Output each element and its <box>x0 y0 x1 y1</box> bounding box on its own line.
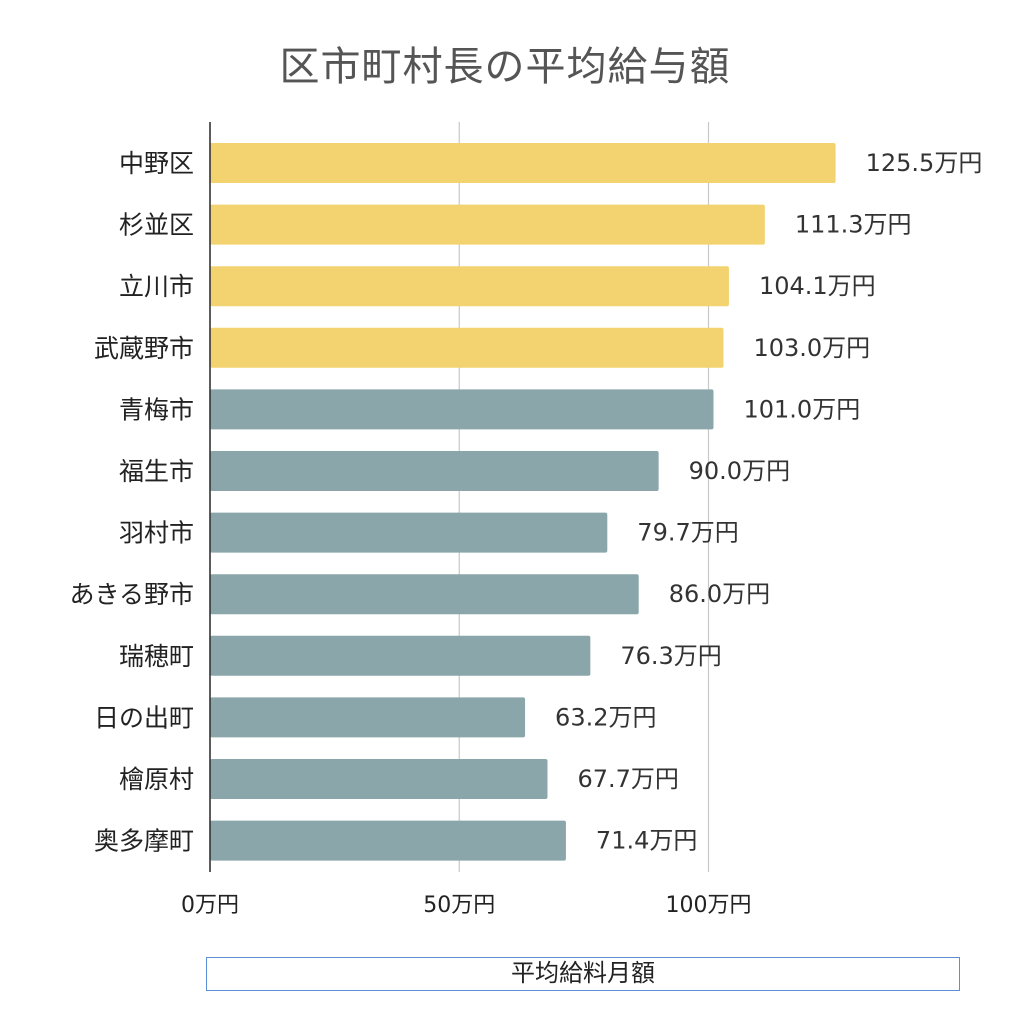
bar <box>210 143 836 183</box>
data-label: 101.0万円 <box>743 395 860 423</box>
data-label: 79.7万円 <box>637 519 738 547</box>
data-label: 63.2万円 <box>555 703 656 731</box>
x-tick-label: 0万円 <box>181 893 239 918</box>
category-label: 福生市 <box>119 457 194 486</box>
category-label: 中野区 <box>119 149 194 178</box>
bar <box>210 327 724 368</box>
x-tick-label: 100万円 <box>666 893 752 918</box>
category-label: 羽村市 <box>119 519 194 548</box>
category-label: 瑞穂町 <box>119 642 194 671</box>
x-axis-label: 平均給料月額 <box>206 957 960 991</box>
data-label: 71.4万円 <box>596 827 697 855</box>
bar <box>210 820 566 861</box>
bar <box>210 759 548 799</box>
grid-layer <box>458 122 710 872</box>
category-label: 武蔵野市 <box>94 334 194 363</box>
category-label: 杉並区 <box>119 211 194 240</box>
bar <box>210 512 608 553</box>
axis-layer: 0万円 50万円 100万円 <box>181 122 752 918</box>
category-label: 青梅市 <box>119 395 194 424</box>
category-label: 日の出町 <box>94 703 194 732</box>
data-label: 111.3万円 <box>795 211 912 239</box>
chart-title: 区市町村長の平均給与額 <box>279 44 731 90</box>
x-tick-label: 50万円 <box>423 893 495 918</box>
data-label: 103.0万円 <box>753 334 870 362</box>
data-label: 76.3万円 <box>620 642 721 670</box>
bar <box>210 451 659 491</box>
bar <box>210 574 639 615</box>
bar <box>210 266 729 307</box>
bar <box>210 389 714 430</box>
data-label: 86.0万円 <box>669 580 770 608</box>
data-label: 104.1万円 <box>759 272 876 300</box>
data-label: 67.7万円 <box>577 765 678 793</box>
bar <box>210 635 591 676</box>
bar <box>210 697 526 738</box>
bar-layer <box>210 143 836 861</box>
category-label: 檜原村 <box>119 765 194 794</box>
data-label: 125.5万円 <box>866 149 983 177</box>
category-label: あきる野市 <box>69 580 194 609</box>
category-label: 立川市 <box>119 272 194 301</box>
data-label: 90.0万円 <box>689 457 790 485</box>
bar <box>210 204 765 245</box>
category-label: 奥多摩町 <box>94 827 194 856</box>
